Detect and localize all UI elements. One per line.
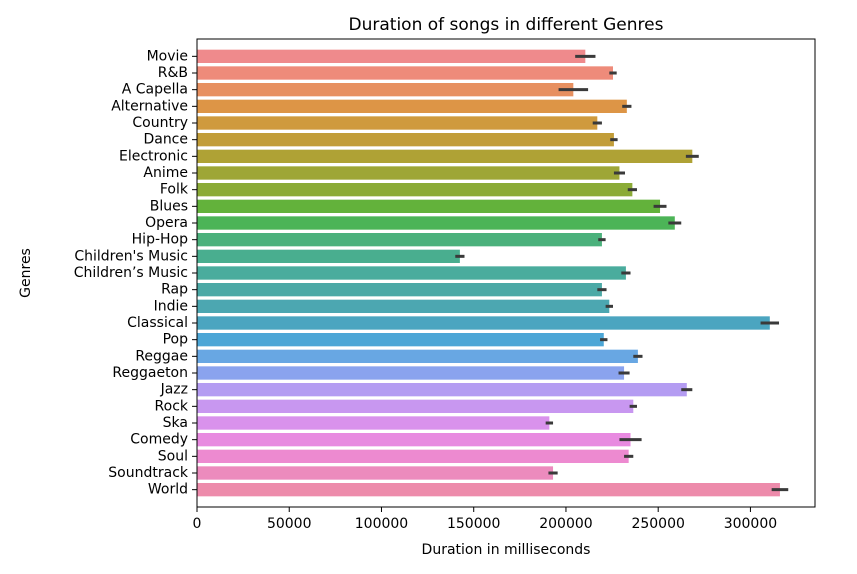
bar <box>197 383 687 397</box>
bar <box>197 216 675 230</box>
bar <box>197 366 625 380</box>
error-bars-group <box>455 54 789 492</box>
bar <box>197 433 631 447</box>
bar <box>197 116 598 130</box>
y-axis-label: Genres <box>18 248 34 298</box>
x-tick-label: 200000 <box>539 516 592 532</box>
bar <box>197 183 633 197</box>
chart-title: Duration of songs in different Genres <box>349 15 664 35</box>
y-tick-label: Reggae <box>135 348 188 364</box>
y-tick-label: Electronic <box>119 148 188 164</box>
x-tick-label: 300000 <box>724 516 777 532</box>
y-tick-label: Ska <box>163 415 188 431</box>
x-tick-label: 250000 <box>631 516 684 532</box>
y-tick-label: Rock <box>155 398 189 414</box>
y-tick-label: R&B <box>158 65 188 81</box>
y-tick-label: Movie <box>147 48 188 64</box>
y-tick-label: Folk <box>160 182 189 198</box>
y-tick-label: Jazz <box>160 382 188 398</box>
bar <box>197 399 634 413</box>
y-tick-label: Soundtrack <box>108 465 189 481</box>
bar <box>197 83 574 97</box>
y-tick-label: Hip-Hop <box>132 232 188 248</box>
y-tick-label: Classical <box>127 315 188 331</box>
y-tick-label: Dance <box>143 132 188 148</box>
bar <box>197 233 602 247</box>
y-tick-label: World <box>148 482 188 498</box>
y-tick-label: Soul <box>158 448 188 464</box>
bar <box>197 316 770 330</box>
x-tick-label: 50000 <box>267 516 312 532</box>
y-tick-label: Opera <box>145 215 188 231</box>
y-tick-label: A Capella <box>122 82 188 98</box>
bar <box>197 416 550 430</box>
y-tick-label: Anime <box>143 165 188 181</box>
x-tick-label: 150000 <box>447 516 500 532</box>
x-tick-label: 0 <box>193 516 202 532</box>
x-axis-label: Duration in milliseconds <box>422 542 591 558</box>
bar <box>197 49 586 63</box>
y-tick-label: Pop <box>163 332 189 348</box>
y-tick-label: Comedy <box>130 432 188 448</box>
x-axis-ticks: 0 50000 100000 150000 200000 250000 300000 <box>193 507 777 532</box>
bar <box>197 66 613 80</box>
bar <box>197 166 620 180</box>
bar <box>197 199 661 213</box>
bar <box>197 449 629 463</box>
bar <box>197 333 604 347</box>
bar <box>197 133 614 147</box>
bar <box>197 266 626 280</box>
bar <box>197 299 610 313</box>
bar <box>197 99 627 113</box>
bar <box>197 249 460 263</box>
y-tick-label: Rap <box>161 282 188 298</box>
bar <box>197 466 554 480</box>
y-tick-label: Reggaeton <box>112 365 188 381</box>
y-tick-label: Children's Music <box>74 248 188 264</box>
bar <box>197 483 780 497</box>
x-tick-label: 100000 <box>355 516 408 532</box>
plot-frame <box>196 38 816 508</box>
y-tick-label: Children’s Music <box>74 265 188 281</box>
y-tick-label: Alternative <box>111 98 188 114</box>
bars-group <box>197 49 780 497</box>
bar <box>197 149 693 163</box>
y-tick-label: Blues <box>150 198 188 214</box>
y-tick-label: Indie <box>154 298 188 314</box>
bar <box>197 349 638 363</box>
y-tick-label: Country <box>132 115 188 131</box>
bar <box>197 283 602 297</box>
